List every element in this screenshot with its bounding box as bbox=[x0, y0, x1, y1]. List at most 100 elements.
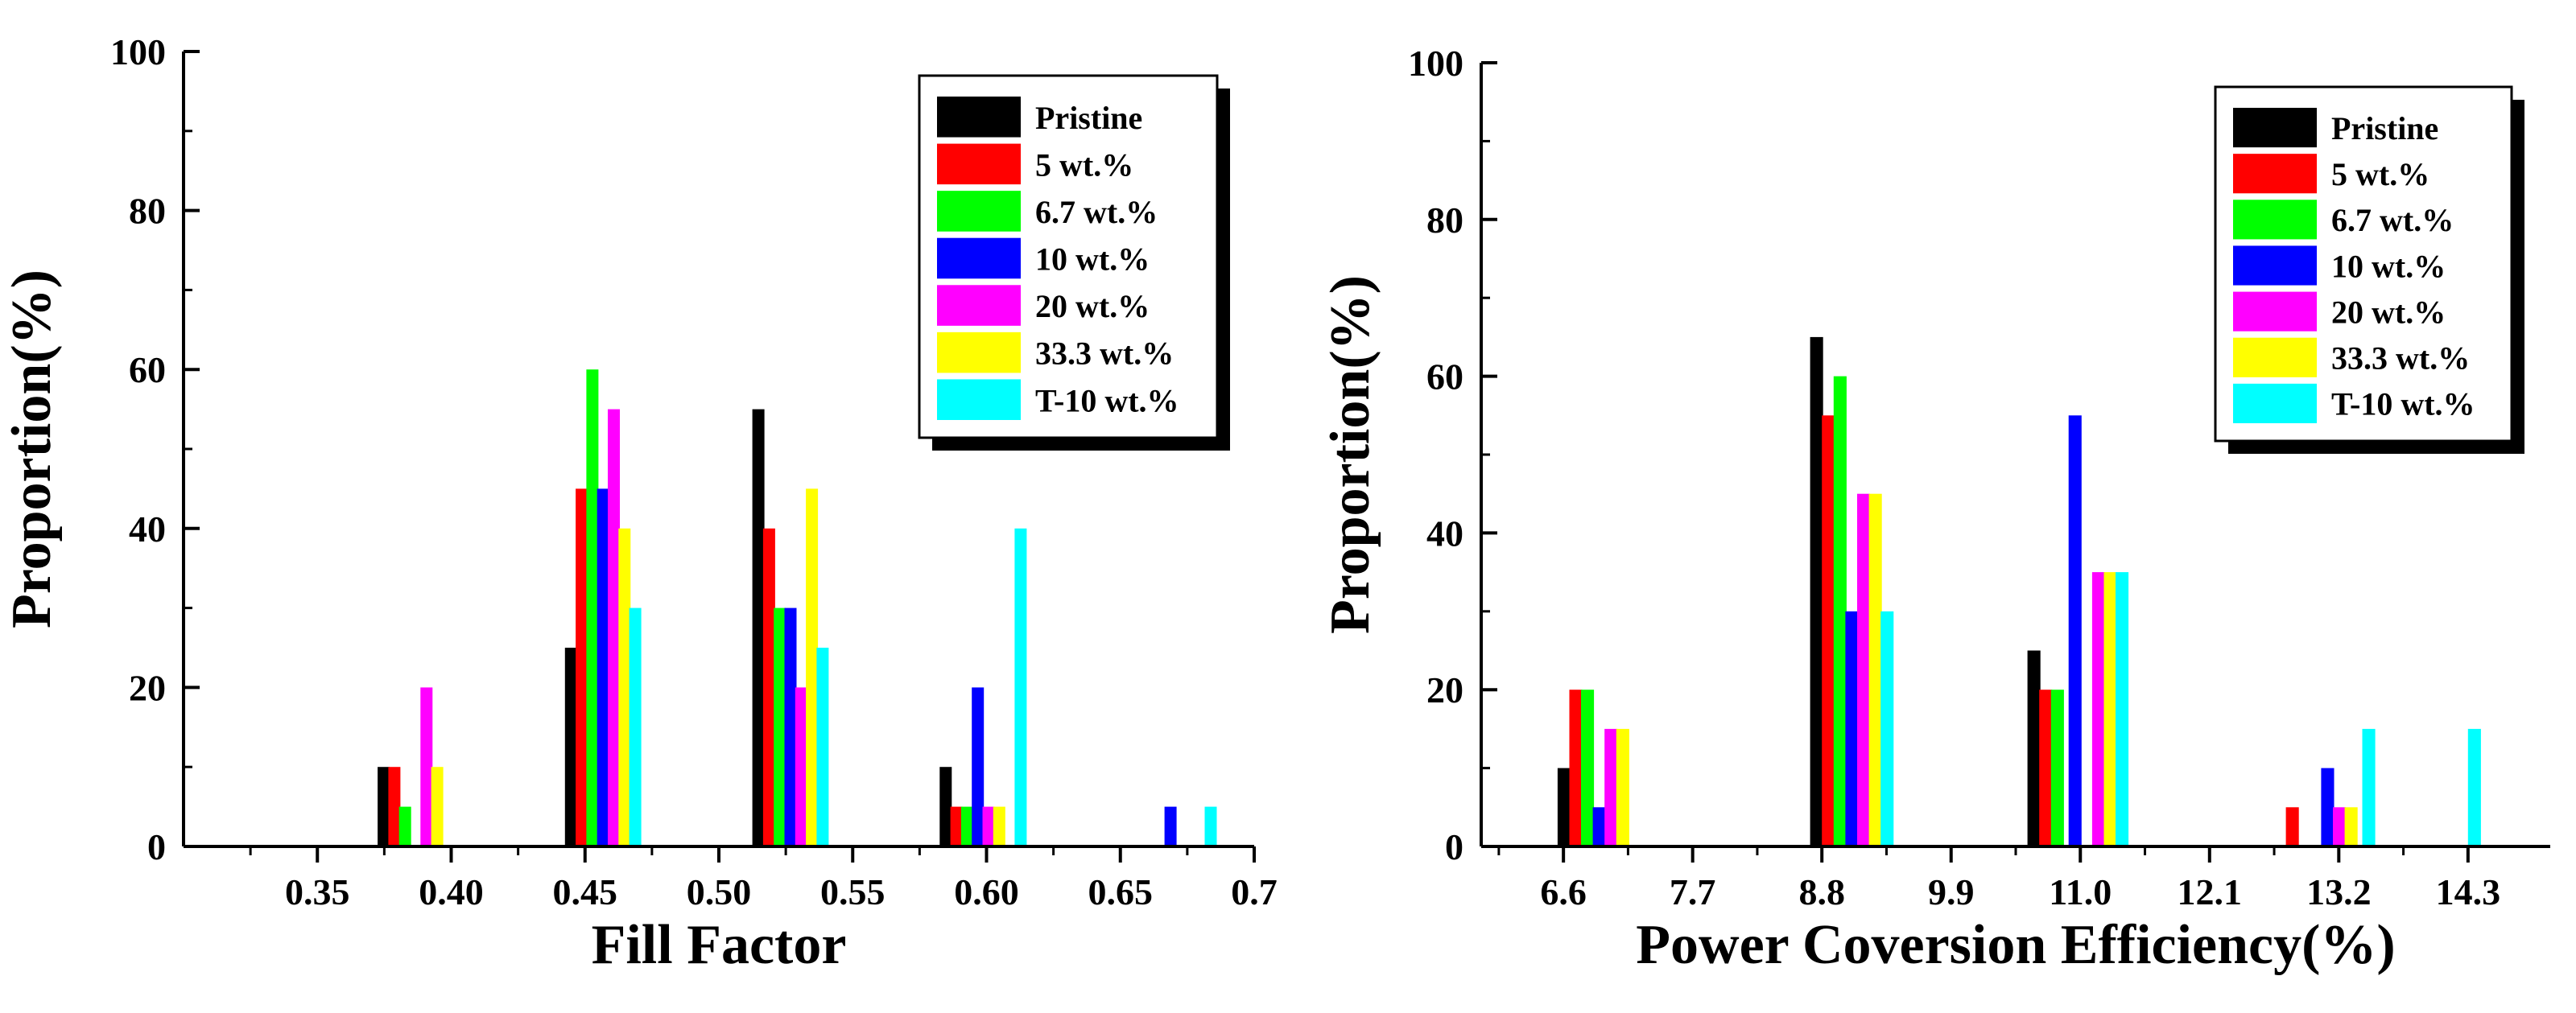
y-tick-label: 0 bbox=[1445, 826, 1463, 867]
bar-33-3-wt--3 bbox=[2103, 572, 2117, 846]
y-tick-label: 40 bbox=[129, 509, 166, 550]
bar-5-wt--1 bbox=[1569, 690, 1583, 846]
legend-label: 5 wt.% bbox=[2331, 156, 2429, 192]
bar-33-3-wt--4 bbox=[993, 806, 1005, 846]
bar-20-wt--2 bbox=[608, 409, 620, 847]
y-tick-label: 40 bbox=[1426, 513, 1463, 554]
legend: Pristine 5 wt.% 6.7 wt.% 10 wt.% 20 wt.% 33.3… bbox=[918, 74, 1230, 451]
legend-label: T-10 wt.% bbox=[1035, 382, 1179, 418]
y-tick-label: 60 bbox=[1426, 356, 1463, 397]
legend-label: 10 wt.% bbox=[2331, 248, 2446, 284]
x-tick-label: 0.60 bbox=[954, 871, 1019, 912]
bar-6-7-wt--4 bbox=[960, 806, 973, 846]
legend-swatch-33-3-wt- bbox=[2233, 337, 2317, 377]
y-tick-label: 80 bbox=[1426, 200, 1463, 241]
legend-label: 6.7 wt.% bbox=[1035, 194, 1158, 230]
legend-label: Pristine bbox=[2331, 110, 2438, 146]
y-tick-label: 60 bbox=[129, 349, 166, 390]
legend-swatch-10-wt- bbox=[937, 237, 1021, 279]
x-tick-label: 0.45 bbox=[553, 871, 618, 912]
x-tick-label: 0.40 bbox=[419, 871, 484, 912]
bar-5-wt--2 bbox=[1822, 415, 1835, 846]
legend-swatch-pristine bbox=[937, 97, 1021, 138]
bar-6-7-wt--2 bbox=[1833, 376, 1847, 847]
bar-5-wt--3 bbox=[762, 528, 775, 846]
bar-t-10-wt--4 bbox=[1204, 806, 1217, 846]
legend-swatch-pristine bbox=[2233, 108, 2317, 148]
bar-6-7-wt--3 bbox=[774, 607, 786, 846]
bar-t-10-wt--4 bbox=[2467, 728, 2481, 846]
legend-swatch-6-7-wt- bbox=[937, 191, 1021, 232]
bar-6-7-wt--3 bbox=[2050, 690, 2064, 846]
bar-10-wt--1 bbox=[597, 488, 609, 846]
bar-pristine-1 bbox=[1557, 768, 1571, 846]
legend-label: 33.3 wt.% bbox=[1035, 336, 1174, 372]
y-tick-label: 0 bbox=[147, 826, 166, 867]
bar-33-3-wt--1 bbox=[431, 767, 444, 846]
y-tick-label: 100 bbox=[1408, 43, 1463, 84]
bar-20-wt--1 bbox=[1604, 728, 1618, 846]
legend-swatch-20-wt- bbox=[2233, 291, 2317, 331]
x-tick-label: 7.7 bbox=[1670, 871, 1716, 912]
bar-t-10-wt--1 bbox=[1880, 611, 1894, 846]
chart-2: 0 20 40 60 80 100 6.6 7.7 8.8 9.9 11.0 12.1 13.2 14.3… bbox=[1319, 43, 2550, 976]
y-axis-title: Proportion(%) bbox=[1319, 275, 1381, 634]
bar-10-wt--2 bbox=[784, 607, 797, 846]
bar-33-3-wt--2 bbox=[618, 528, 631, 846]
y-tick-label: 80 bbox=[129, 191, 166, 232]
bar-6-7-wt--1 bbox=[398, 806, 411, 846]
x-tick-label: 8.8 bbox=[1798, 871, 1845, 912]
y-tick-label: 20 bbox=[129, 667, 166, 708]
legend-swatch-t-10-wt- bbox=[937, 379, 1021, 420]
x-tick-label: 0.35 bbox=[285, 871, 350, 912]
bar-t-10-wt--2 bbox=[2116, 572, 2129, 846]
x-tick-label: 12.1 bbox=[2178, 871, 2243, 912]
bar-t-10-wt--1 bbox=[629, 607, 642, 846]
x-tick-label: 0.55 bbox=[820, 871, 886, 912]
y-tick-label: 20 bbox=[1426, 669, 1463, 710]
bar-pristine-2 bbox=[1810, 336, 1823, 846]
bar-33-3-wt--3 bbox=[806, 488, 819, 846]
bar-5-wt--2 bbox=[576, 488, 588, 846]
x-tick-label: 0.65 bbox=[1088, 871, 1154, 912]
bar-pristine-4 bbox=[939, 767, 952, 846]
bar-33-3-wt--2 bbox=[1868, 493, 1882, 846]
legend-label: 10 wt.% bbox=[1035, 241, 1150, 278]
legend-swatch-20-wt- bbox=[937, 285, 1021, 326]
bar-20-wt--4 bbox=[982, 806, 995, 846]
bar-20-wt--2 bbox=[1857, 493, 1871, 846]
y-axis-title: Proportion(%) bbox=[1, 270, 63, 628]
bar-10-wt--3 bbox=[972, 687, 985, 846]
bar-6-7-wt--1 bbox=[1581, 690, 1595, 846]
bar-10-wt--4 bbox=[1164, 806, 1177, 846]
bar-5-wt--4 bbox=[950, 806, 963, 846]
bar-6-7-wt--2 bbox=[586, 369, 599, 846]
legend-label: 33.3 wt.% bbox=[2331, 340, 2470, 377]
x-tick-label: 11.0 bbox=[2049, 871, 2112, 912]
bar-20-wt--3 bbox=[2091, 572, 2105, 846]
bar-5-wt--3 bbox=[2039, 690, 2053, 846]
bar-10-wt--2 bbox=[1845, 611, 1859, 846]
bar-10-wt--3 bbox=[2068, 415, 2082, 846]
legend-swatch-t-10-wt- bbox=[2233, 383, 2317, 423]
bar-33-3-wt--4 bbox=[2344, 807, 2358, 846]
legend-swatch-5-wt- bbox=[937, 143, 1021, 185]
bar-pristine-2 bbox=[564, 648, 577, 846]
x-tick-label: 6.6 bbox=[1540, 871, 1587, 912]
chart-1: 0 20 40 60 80 100 0.35 0.40 0.45 0.50 0.55 0.60 0.65… bbox=[1, 31, 1278, 976]
bar-10-wt--4 bbox=[2321, 768, 2334, 846]
x-tick-label: 0.7 bbox=[1231, 871, 1278, 912]
x-tick-label: 9.9 bbox=[1928, 871, 1975, 912]
y-tick-label: 100 bbox=[110, 31, 166, 72]
legend-label: 5 wt.% bbox=[1035, 146, 1133, 183]
legend-label: 20 wt.% bbox=[1035, 288, 1150, 324]
bar-20-wt--3 bbox=[795, 687, 807, 846]
x-axis-title: Fill Factor bbox=[592, 914, 847, 976]
x-tick-label: 14.3 bbox=[2436, 871, 2501, 912]
bar-10-wt--1 bbox=[1592, 807, 1606, 846]
x-axis-title: Power Coversion Efficiency(%) bbox=[1636, 914, 2395, 976]
legend: Pristine 5 wt.% 6.7 wt.% 10 wt.% 20 wt.% 33.3… bbox=[2214, 85, 2524, 454]
legend-swatch-6-7-wt- bbox=[2233, 200, 2317, 240]
legend-label: T-10 wt.% bbox=[2331, 386, 2475, 422]
